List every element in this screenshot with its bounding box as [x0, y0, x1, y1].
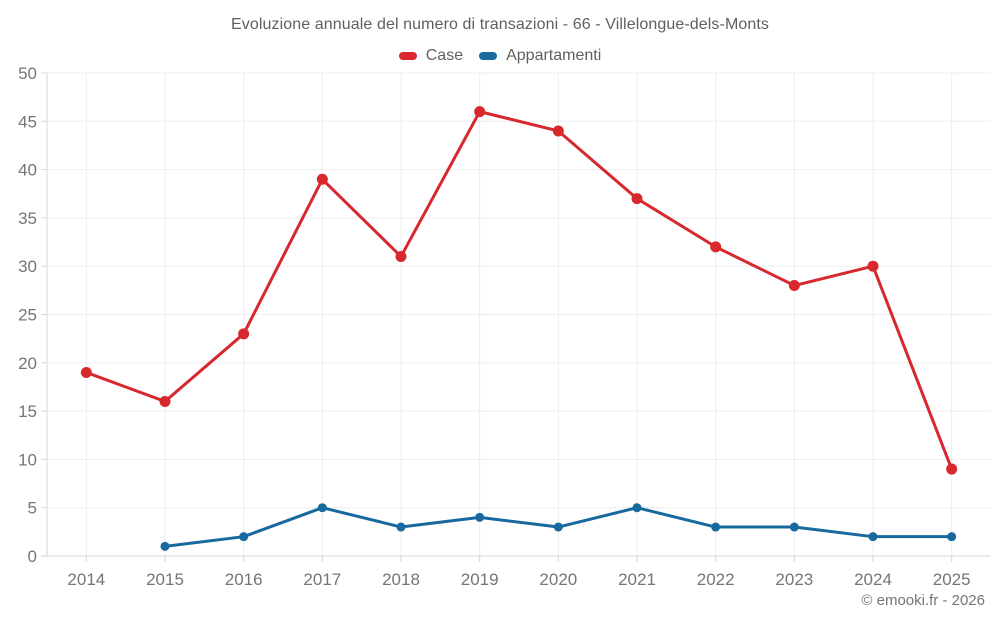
- point-appartamenti-2018: [396, 522, 406, 532]
- point-case-2017: [316, 173, 328, 185]
- point-case-2025: [946, 463, 958, 475]
- x-axis-label: 2017: [303, 570, 341, 589]
- y-axis-label: 50: [18, 64, 37, 83]
- point-case-2014: [80, 366, 92, 378]
- y-axis-label: 30: [18, 257, 37, 276]
- point-appartamenti-2024: [868, 532, 878, 542]
- point-appartamenti-2019: [475, 512, 485, 522]
- point-appartamenti-2021: [632, 503, 642, 513]
- x-axis-label: 2021: [618, 570, 656, 589]
- point-appartamenti-2022: [711, 522, 721, 532]
- x-axis-label: 2024: [854, 570, 892, 589]
- legend-item-appartamenti[interactable]: Appartamenti: [479, 47, 601, 65]
- point-appartamenti-2015: [160, 541, 170, 551]
- legend-item-case[interactable]: Case: [398, 47, 464, 65]
- x-axis-label: 2022: [697, 570, 735, 589]
- point-appartamenti-2020: [553, 522, 563, 532]
- case-legend-swatch: [398, 52, 417, 60]
- case-legend-label: Case: [425, 47, 464, 64]
- x-axis-label: 2025: [933, 570, 971, 589]
- y-axis-label: 35: [18, 209, 37, 228]
- y-axis-label: 45: [18, 112, 37, 131]
- x-axis-label: 2016: [225, 570, 263, 589]
- point-case-2022: [710, 241, 722, 253]
- point-appartamenti-2023: [789, 522, 799, 532]
- copyright-notice: © emooki.fr - 2026: [861, 592, 985, 609]
- y-axis-label: 40: [18, 161, 37, 180]
- chart-legend: Case Appartamenti: [0, 47, 1000, 65]
- chart-title: Evoluzione annuale del numero di transaz…: [230, 16, 770, 33]
- appartamenti-legend-label: Appartamenti: [506, 47, 602, 64]
- y-axis-label: 10: [18, 450, 37, 469]
- y-axis-label: 5: [28, 499, 37, 518]
- point-appartamenti-2017: [317, 503, 327, 513]
- x-axis-label: 2014: [67, 570, 105, 589]
- point-case-2018: [395, 251, 407, 263]
- point-case-2016: [238, 328, 250, 340]
- y-axis-label: 25: [18, 306, 37, 325]
- x-axis-label: 2018: [382, 570, 420, 589]
- x-axis-label: 2020: [539, 570, 577, 589]
- point-appartamenti-2025: [947, 532, 957, 542]
- point-case-2019: [474, 106, 486, 118]
- series-line-case: [84, 110, 954, 471]
- point-case-2020: [552, 125, 564, 137]
- point-case-2024: [867, 260, 879, 272]
- y-axis-label: 15: [18, 402, 37, 421]
- point-case-2023: [788, 280, 800, 292]
- point-case-2021: [631, 193, 643, 205]
- point-appartamenti-2016: [239, 532, 249, 542]
- appartamenti-legend-swatch: [479, 52, 498, 60]
- x-axis-label: 2019: [461, 570, 499, 589]
- x-axis-label: 2015: [146, 570, 184, 589]
- x-axis-label: 2023: [775, 570, 813, 589]
- y-axis-label: 20: [18, 354, 37, 373]
- y-axis-label: 0: [28, 547, 37, 566]
- point-case-2015: [159, 395, 171, 407]
